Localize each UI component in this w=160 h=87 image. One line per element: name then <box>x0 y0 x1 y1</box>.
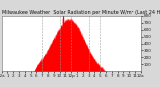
Text: Milwaukee Weather  Solar Radiation per Minute W/m² (Last 24 Hours): Milwaukee Weather Solar Radiation per Mi… <box>2 10 160 15</box>
